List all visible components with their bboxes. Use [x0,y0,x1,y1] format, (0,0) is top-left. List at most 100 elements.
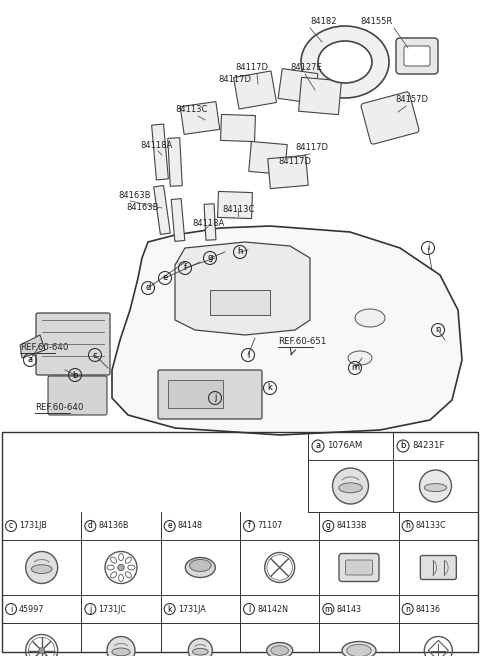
Bar [268,155,308,188]
Text: h: h [405,522,410,531]
Ellipse shape [339,483,362,493]
Text: 84113C: 84113C [222,205,254,215]
Text: g: g [207,253,213,262]
Text: 84133B: 84133B [336,522,367,531]
Ellipse shape [190,560,211,571]
Ellipse shape [301,26,389,98]
Text: l: l [248,604,250,613]
Text: e: e [168,522,172,531]
Text: 1731JB: 1731JB [19,522,47,531]
Ellipse shape [112,648,130,656]
Text: 84148: 84148 [178,522,203,531]
Text: k: k [168,604,172,613]
Bar [154,186,170,234]
FancyBboxPatch shape [36,313,110,375]
Text: 84117D: 84117D [218,75,251,85]
Ellipse shape [355,309,385,327]
FancyBboxPatch shape [346,560,372,575]
Ellipse shape [271,646,288,655]
Text: j: j [214,394,216,403]
Circle shape [39,647,45,653]
Text: 84136B: 84136B [98,522,129,531]
Circle shape [333,468,369,504]
Bar [171,199,185,241]
Bar [204,204,216,240]
Ellipse shape [192,648,208,655]
Text: n: n [435,325,441,335]
Text: 45997: 45997 [19,604,45,613]
Ellipse shape [318,41,372,83]
Ellipse shape [347,644,371,656]
Bar [278,69,318,104]
Bar [217,192,252,218]
Text: 84118A: 84118A [192,220,224,228]
Text: 84231F: 84231F [412,441,444,451]
Text: REF.60-640: REF.60-640 [35,403,84,413]
Text: 84127E: 84127E [290,64,322,73]
Ellipse shape [31,565,52,573]
Text: f: f [183,264,187,272]
Text: i: i [10,604,12,613]
Bar [210,290,270,315]
Text: f: f [248,522,251,531]
FancyBboxPatch shape [48,376,107,415]
Circle shape [188,638,212,656]
FancyBboxPatch shape [396,38,438,74]
Ellipse shape [185,558,216,577]
Bar [2,432,478,652]
Text: REF.60-640: REF.60-640 [20,344,68,352]
FancyBboxPatch shape [339,554,379,581]
Text: 1076AM: 1076AM [327,441,362,451]
Text: 84117D: 84117D [278,157,311,167]
Bar [233,71,276,109]
Text: a: a [315,441,321,451]
Text: 84118A: 84118A [140,140,172,150]
Text: m: m [351,363,359,373]
Text: 84136: 84136 [416,604,441,613]
Bar [168,138,182,186]
Text: b: b [72,371,78,380]
Text: k: k [267,384,273,392]
Text: 84133C: 84133C [416,522,446,531]
Text: REF.60-651: REF.60-651 [278,337,326,346]
Text: 84117D: 84117D [295,144,328,152]
Text: h: h [237,247,243,256]
Text: 84113C: 84113C [175,106,207,115]
Text: g: g [326,522,331,531]
Text: d: d [145,283,151,293]
Text: d: d [88,522,93,531]
Text: j: j [89,604,92,613]
Text: c: c [93,350,97,359]
Text: 71107: 71107 [257,522,282,531]
Text: 84157D: 84157D [395,96,428,104]
Text: 84182: 84182 [310,18,336,26]
Circle shape [118,564,124,571]
Bar [249,142,287,174]
Bar [152,124,168,180]
Text: 1731JA: 1731JA [178,604,205,613]
Text: i: i [427,243,429,253]
FancyBboxPatch shape [361,92,419,144]
Ellipse shape [342,642,376,656]
Polygon shape [112,226,462,435]
Bar [168,380,223,408]
Bar [220,114,255,142]
Text: n: n [405,604,410,613]
Text: b: b [400,441,406,451]
Text: 84163B: 84163B [126,203,158,213]
Text: 84142N: 84142N [257,604,288,613]
FancyBboxPatch shape [158,370,262,419]
Polygon shape [175,242,310,335]
Text: 84163B: 84163B [118,190,151,199]
Ellipse shape [424,483,447,491]
Text: 84143: 84143 [336,604,361,613]
FancyBboxPatch shape [420,556,456,579]
Text: c: c [9,522,13,531]
Bar [299,77,341,115]
Text: a: a [27,356,33,365]
Ellipse shape [267,642,293,656]
Circle shape [25,552,58,583]
Text: e: e [162,274,168,283]
Text: m: m [324,604,332,613]
Text: 1731JC: 1731JC [98,604,126,613]
